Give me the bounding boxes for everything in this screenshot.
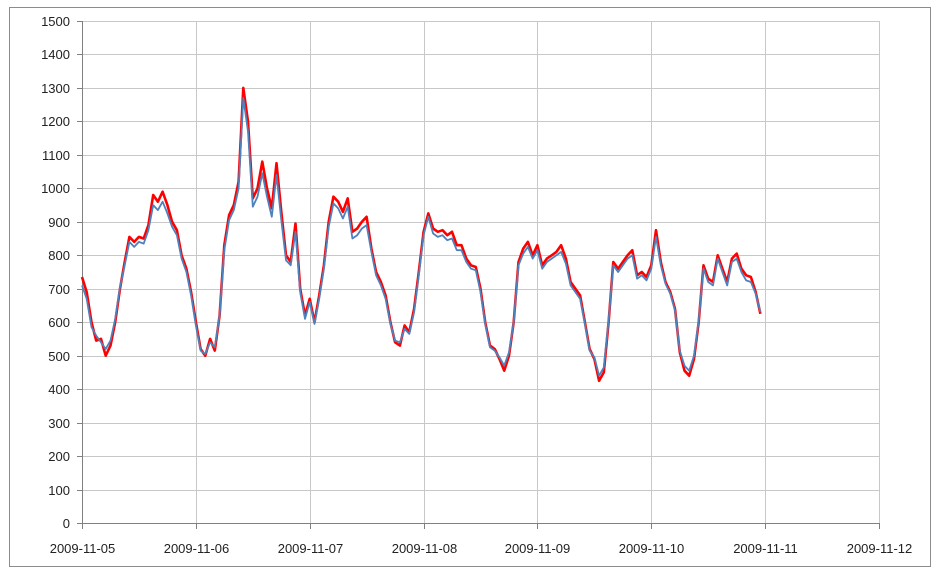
chart-frame — [9, 7, 931, 567]
y-tick-label: 900 — [48, 215, 70, 230]
x-tick-label: 2009-11-06 — [164, 541, 230, 556]
y-tick-label: 700 — [48, 282, 70, 297]
y-tick-label: 0 — [63, 516, 70, 531]
x-tick-label: 2009-11-10 — [619, 541, 685, 556]
series-red-line — [80, 86, 762, 383]
axes — [77, 21, 880, 529]
y-tick-label: 1200 — [41, 114, 70, 129]
x-tick-label: 2009-11-05 — [50, 541, 116, 556]
y-tick-label: 200 — [48, 449, 70, 464]
grid-lines — [82, 21, 880, 523]
x-tick-label: 2009-11-07 — [278, 541, 344, 556]
x-tick-label: 2009-11-11 — [733, 541, 798, 556]
x-tick-label: 2009-11-08 — [392, 541, 458, 556]
y-tick-label: 1300 — [41, 81, 70, 96]
y-tick-label: 400 — [48, 382, 70, 397]
y-tick-label: 1400 — [41, 47, 70, 62]
series-layer — [80, 86, 762, 383]
y-tick-label: 100 — [48, 483, 70, 498]
y-tick-label: 300 — [48, 416, 70, 431]
y-tick-label: 1500 — [41, 14, 70, 29]
x-tick-labels: 2009-11-05 2009-11-06 2009-11-07 2009-11-08… — [50, 541, 913, 556]
y-tick-label: 800 — [48, 248, 70, 263]
x-tick-label: 2009-11-09 — [505, 541, 571, 556]
series-blue-line — [81, 97, 762, 377]
y-tick-labels: 0 100 200 300 400 500 600 700 800 900 1000 1100 1200… — [41, 14, 70, 531]
y-tick-label: 1000 — [41, 181, 70, 196]
y-tick-label: 1100 — [42, 148, 70, 163]
x-tick-label: 2009-11-12 — [847, 541, 913, 556]
y-tick-label: 500 — [48, 349, 70, 364]
y-tick-label: 600 — [48, 315, 70, 330]
